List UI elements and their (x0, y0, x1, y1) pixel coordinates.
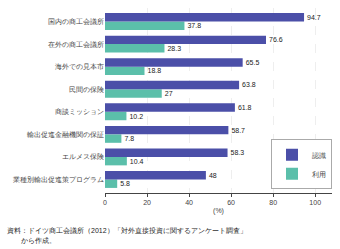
svg-text:58.3: 58.3 (231, 149, 245, 156)
svg-text:認識: 認識 (312, 152, 326, 159)
svg-text:61.8: 61.8 (238, 104, 252, 111)
svg-text:100: 100 (309, 199, 321, 206)
svg-text:0: 0 (103, 199, 107, 206)
svg-text:28.3: 28.3 (167, 45, 181, 52)
svg-text:利用: 利用 (312, 171, 326, 178)
svg-text:10.4: 10.4 (130, 158, 144, 165)
svg-text:48: 48 (209, 172, 217, 179)
svg-text:海外での見本市: 海外での見本市 (55, 63, 104, 70)
svg-text:20: 20 (143, 199, 151, 206)
svg-text:7.8: 7.8 (124, 135, 134, 142)
svg-text:18.8: 18.8 (148, 67, 162, 74)
svg-text:60: 60 (227, 199, 235, 206)
svg-text:国内の商工会議所: 国内の商工会議所 (48, 18, 104, 25)
svg-text:10.2: 10.2 (129, 113, 143, 120)
svg-text:63.8: 63.8 (242, 81, 256, 88)
svg-text:65.5: 65.5 (246, 59, 260, 66)
svg-text:27: 27 (165, 90, 173, 97)
svg-text:5.8: 5.8 (120, 180, 130, 187)
svg-text:民間の保険: 民間の保険 (69, 86, 104, 93)
svg-text:80: 80 (269, 199, 277, 206)
svg-text:商談ミッション: 商談ミッション (55, 108, 104, 116)
svg-text:資料：ドイツ商工会議所（2012）「対外直接投資に関するアン: 資料：ドイツ商工会議所（2012）「対外直接投資に関するアンケート調査」 (7, 227, 247, 235)
svg-text:在外の商工会議所: 在外の商工会議所 (48, 41, 104, 48)
svg-text:輸出促進金融機関の保証: 輸出促進金融機関の保証 (27, 131, 104, 138)
svg-text:94.7: 94.7 (307, 14, 321, 21)
svg-text:40: 40 (185, 199, 193, 206)
svg-text:から作成。: から作成。 (7, 237, 56, 244)
svg-text:76.6: 76.6 (269, 36, 283, 43)
svg-text:エルメス保険: エルメス保険 (62, 153, 104, 160)
svg-text:業種別輸出促進策プログラム: 業種別輸出促進策プログラム (13, 176, 104, 183)
svg-text:37.8: 37.8 (187, 22, 201, 29)
svg-text:(%): (%) (213, 207, 224, 215)
svg-text:58.7: 58.7 (231, 127, 245, 134)
